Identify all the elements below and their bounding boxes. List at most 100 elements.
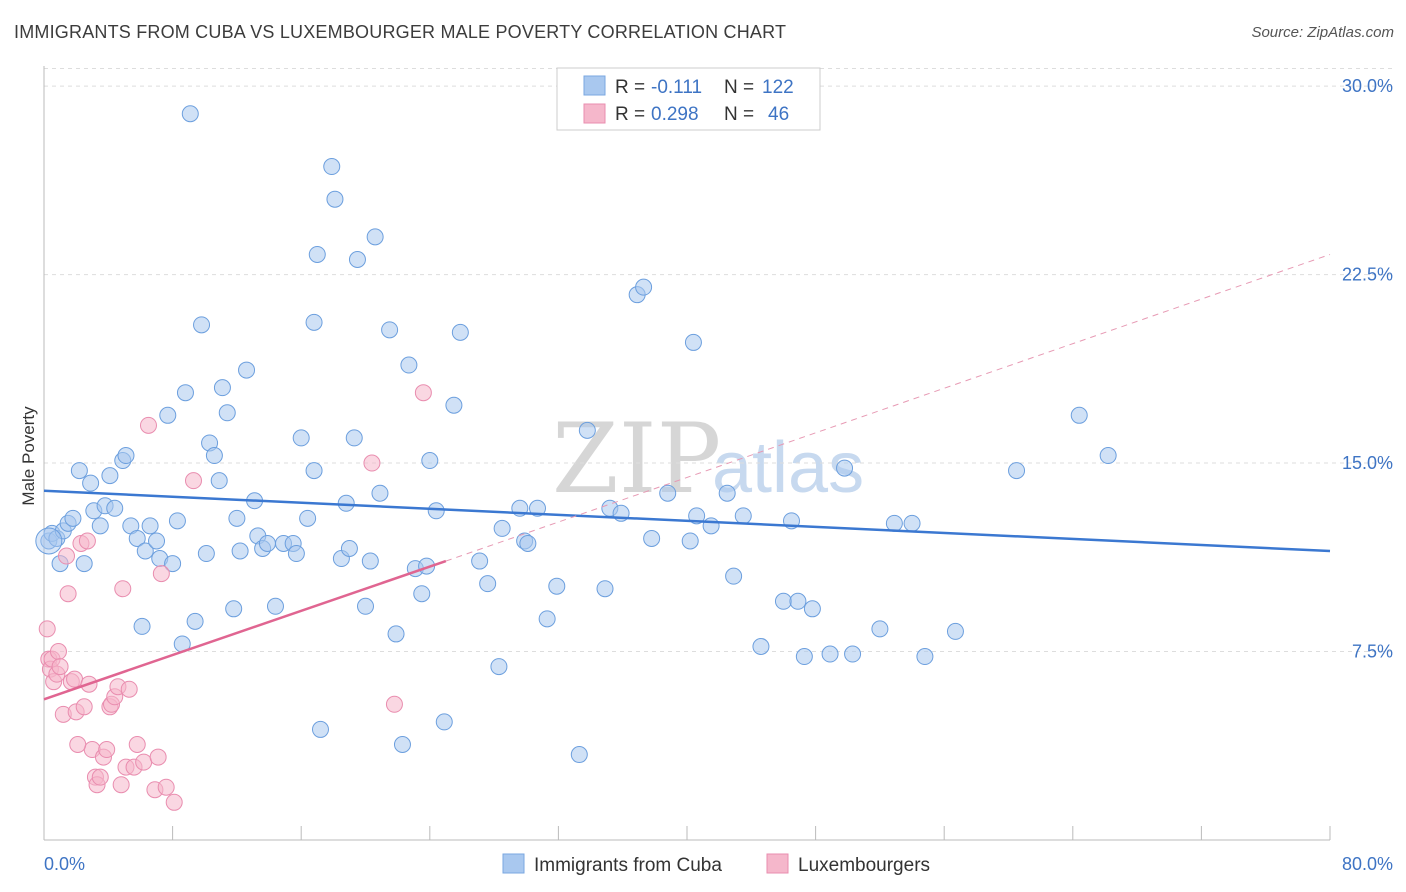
- cuba-point: [305, 313, 323, 331]
- cuba-point: [752, 638, 770, 655]
- cuba-point: [916, 648, 934, 666]
- cuba-point: [821, 645, 839, 663]
- legend-r-value-2: 0.298: [651, 104, 699, 125]
- legend-r-value-1: -0.111: [651, 77, 702, 98]
- cuba-point: [231, 542, 249, 560]
- cuba-point: [471, 552, 489, 570]
- cuba-point: [287, 545, 305, 563]
- y-tick-labels: 7.5% 15.0% 22.5% 30.0%: [1342, 76, 1393, 661]
- legend-swatch-cuba: [583, 75, 606, 96]
- cuba-point: [91, 517, 109, 535]
- cuba-point: [133, 617, 151, 635]
- cuba-point: [435, 713, 453, 731]
- luxembourger-point: [128, 736, 146, 754]
- cuba-point: [323, 158, 341, 176]
- cuba-point: [340, 539, 358, 557]
- luxembourger-point: [152, 565, 170, 583]
- cuba-point: [635, 278, 653, 296]
- trend-lines: [43, 254, 1331, 701]
- luxembourger-point: [414, 384, 432, 402]
- series-legend: Immigrants from Cuba Luxembourgers: [502, 853, 930, 876]
- cuba-point: [70, 462, 88, 480]
- y-tick-label: 7.5%: [1352, 642, 1393, 662]
- cuba-point: [725, 567, 743, 585]
- bottom-legend-swatch-cuba: [502, 853, 525, 874]
- legend-n-label-2: N =: [724, 104, 754, 125]
- luxembourger-trend-extension: [445, 254, 1331, 562]
- y-tick-label: 15.0%: [1342, 453, 1393, 473]
- luxembourger-point: [157, 778, 175, 796]
- cuba-point: [64, 509, 82, 527]
- cuba-point: [1099, 447, 1117, 465]
- luxembourger-point: [59, 585, 77, 603]
- luxembourger-point: [66, 670, 84, 688]
- luxembourger-point: [75, 698, 93, 716]
- luxembourger-point: [91, 768, 109, 786]
- luxembourger-point: [149, 748, 167, 766]
- cuba-point: [361, 552, 379, 570]
- cuba-point: [803, 600, 821, 618]
- source-credit: Source: ZipAtlas.com: [1251, 24, 1394, 41]
- x-tick-labels: 0.0% 80.0%: [44, 854, 1393, 874]
- cuba-point: [136, 542, 154, 560]
- luxembourger-point: [112, 776, 130, 794]
- x-tick-label: 0.0%: [44, 854, 85, 874]
- cuba-point: [413, 585, 431, 603]
- cuba-point: [225, 600, 243, 618]
- luxembourger-point: [49, 643, 67, 661]
- cuba-point: [596, 580, 614, 598]
- cuba-point: [578, 421, 596, 439]
- luxembourger-point: [135, 753, 153, 771]
- cuba-point: [774, 592, 792, 610]
- cuba-point: [718, 484, 736, 502]
- cuba-point: [101, 467, 119, 485]
- cuba-point: [903, 514, 921, 532]
- correlation-legend: R = -0.111 N = 122 R = 0.298 N = 46: [556, 67, 821, 131]
- luxembourger-point: [385, 695, 403, 713]
- cuba-point-cluster: [35, 527, 63, 555]
- cuba-point: [148, 532, 166, 550]
- cuba-point: [357, 597, 374, 615]
- cuba-point: [688, 507, 706, 525]
- y-tick-label: 22.5%: [1342, 265, 1393, 285]
- cuba-point: [82, 474, 100, 492]
- cuba-point: [381, 321, 399, 339]
- luxembourger-point: [165, 793, 183, 811]
- cuba-point: [490, 658, 508, 676]
- cuba-point: [643, 529, 661, 547]
- cuba-point: [659, 484, 677, 502]
- cuba-point: [946, 622, 964, 640]
- cuba-point: [159, 406, 177, 424]
- cuba-point: [128, 529, 146, 547]
- cuba-point: [228, 509, 246, 527]
- cuba-point: [311, 720, 329, 738]
- legend-n-value-1: 122: [762, 77, 794, 98]
- cuba-point: [292, 429, 310, 447]
- cuba-trend-line: [43, 489, 1331, 553]
- axes: [43, 66, 1331, 841]
- data-points: [35, 105, 1117, 811]
- watermark: ZIP atlas: [552, 403, 864, 515]
- cuba-point: [789, 592, 807, 610]
- cuba-point: [538, 610, 556, 628]
- luxembourger-point: [114, 580, 132, 598]
- legend-r-label-2: R =: [615, 104, 645, 125]
- cuba-point: [337, 494, 355, 512]
- legend-n-label-1: N =: [724, 77, 754, 98]
- luxembourger-point: [184, 472, 202, 490]
- cuba-point: [1008, 462, 1026, 480]
- cuba-point: [885, 514, 903, 532]
- cuba-point: [844, 645, 862, 663]
- cuba-point: [371, 484, 389, 502]
- cuba-point: [205, 447, 223, 465]
- cuba-point: [427, 502, 445, 520]
- legend-n-value-2: 46: [768, 104, 789, 125]
- cuba-point: [299, 509, 317, 527]
- luxembourger-trend-line: [43, 559, 447, 701]
- cuba-point: [387, 625, 405, 643]
- cuba-point: [238, 361, 256, 379]
- cuba-point: [570, 746, 588, 764]
- cuba-point: [348, 251, 366, 268]
- cuba-point: [186, 612, 204, 630]
